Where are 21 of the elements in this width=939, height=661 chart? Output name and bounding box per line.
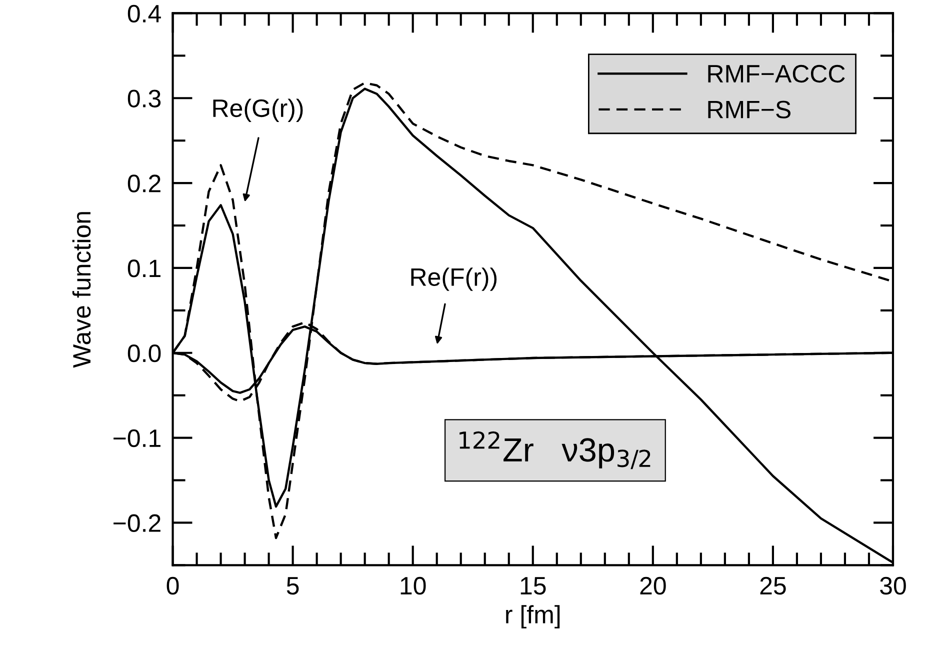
y-tick-label: 0.4 <box>128 4 161 23</box>
annotation: Re(G(r)) <box>213 98 303 122</box>
x-tick-label: 20 <box>640 576 666 595</box>
y-axis-title: Wave function <box>72 212 91 368</box>
y-tick-label: 0.3 <box>128 90 161 108</box>
y-tick-label: −0.1 <box>114 429 160 448</box>
y-tick-label: 0.1 <box>128 260 160 278</box>
x-tick-label: 10 <box>400 576 426 595</box>
y-tick-label: 0.2 <box>128 174 160 192</box>
y-tick-label: −0.2 <box>114 514 160 532</box>
x-tick-label: 0 <box>166 576 179 595</box>
x-tick-label: 5 <box>286 577 299 595</box>
legend-label: RMF−S <box>708 100 790 118</box>
x-tick-label: 25 <box>760 576 786 595</box>
x-axis-title: r [fm] <box>506 605 560 628</box>
annotation: $^{122}$Zr ν3p$_{3/2}$ <box>460 431 650 470</box>
x-tick-label: 15 <box>520 577 546 595</box>
y-tick-label: 0.0 <box>128 344 161 362</box>
legend-label: RMF−ACCC <box>708 64 845 83</box>
annotation: Re(F(r)) <box>411 268 497 291</box>
x-tick-label: 30 <box>880 576 906 595</box>
